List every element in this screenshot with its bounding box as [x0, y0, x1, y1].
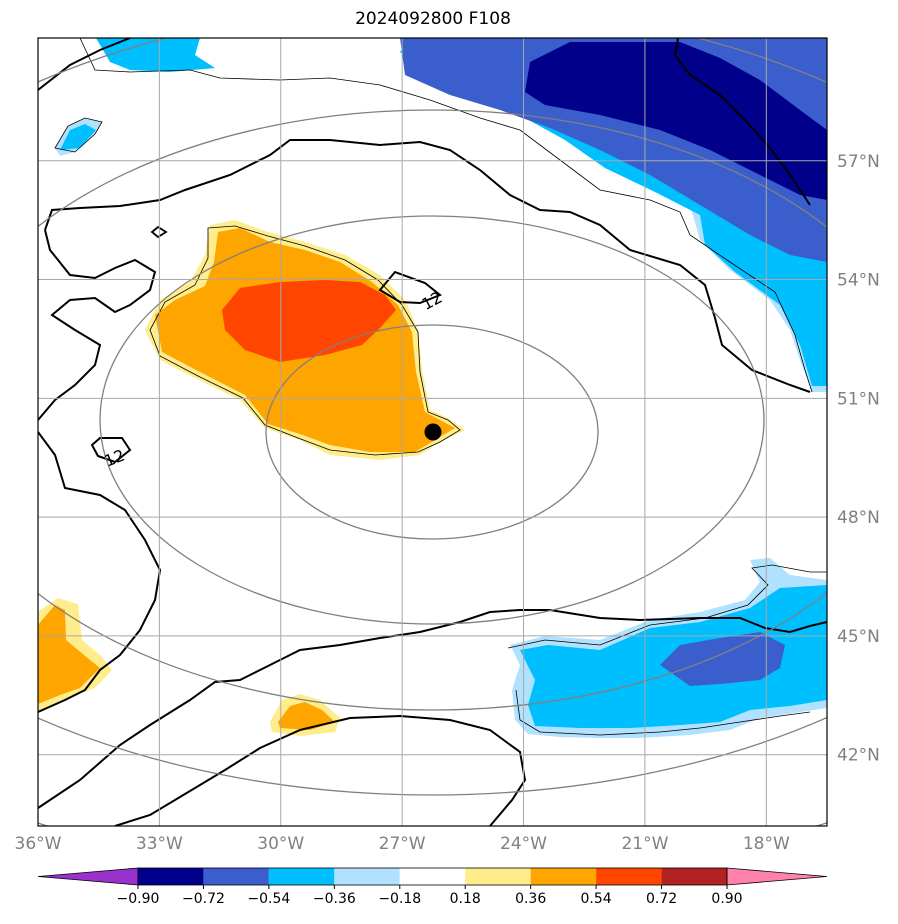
- colorbar-label-6: 0.36: [515, 891, 546, 907]
- y-tick-label-2: 51°N: [837, 389, 880, 409]
- range-ring-3: [38, 109, 827, 711]
- colorbar-label-1: −0.72: [182, 891, 225, 907]
- storm-center-marker: [424, 423, 442, 441]
- y-tick-label-4: 45°N: [837, 627, 880, 647]
- range-ring-inner: [265, 324, 599, 540]
- colorbar-swatch-6: [530, 868, 597, 885]
- x-tick-label-1: 33°W: [136, 834, 183, 854]
- colorbar-swatch-2: [268, 868, 335, 885]
- y-tick-label-0: 57°N: [837, 152, 880, 172]
- colorbar-swatch-4: [399, 868, 466, 885]
- x-tick-label-3: 27°W: [379, 834, 426, 854]
- colorbar-label-5: 0.18: [450, 891, 481, 907]
- colorbar-label-3: −0.36: [313, 891, 356, 907]
- neg-field-topleft-patch: [96, 38, 215, 72]
- colorbar-swatch-3: [334, 868, 400, 885]
- x-tick-label-4: 24°W: [500, 834, 547, 854]
- anomaly-outline-se: [507, 564, 827, 649]
- y-axis-ticks: 57°N 54°N 51°N 48°N 45°N 42°N: [837, 152, 880, 766]
- graticule: [38, 38, 827, 826]
- neg-field-small-patch-inner: [60, 124, 96, 150]
- x-tick-label-0: 36°W: [15, 834, 62, 854]
- x-tick-label-6: 18°W: [743, 834, 790, 854]
- x-tick-label-5: 21°W: [621, 834, 668, 854]
- contour-12-loop-b: [90, 437, 132, 464]
- colorbar-swatch-5: [465, 868, 531, 885]
- contour-north-arc: [38, 38, 131, 91]
- y-tick-label-3: 48°N: [837, 508, 880, 528]
- contour-south-long: [38, 609, 827, 809]
- chart-title: 2024092800 F108: [355, 9, 511, 29]
- colorbar-outline: [137, 867, 728, 886]
- contour-west-loop: [38, 229, 157, 421]
- colorbar-extend-low: [37, 867, 139, 886]
- map-frame: [37, 37, 828, 827]
- colorbar-label-0: −0.90: [117, 891, 160, 907]
- range-ring-2: [99, 215, 765, 625]
- x-tick-label-2: 30°W: [257, 834, 304, 854]
- y-tick-label-1: 54°N: [837, 271, 880, 291]
- colorbar-swatch-1: [203, 868, 269, 885]
- pos-field-west-orange: [38, 605, 100, 704]
- colorbar-label-2: −0.54: [247, 891, 290, 907]
- colorbar-swatch-0: [138, 868, 204, 885]
- colorbar-label-8: 0.72: [646, 891, 677, 907]
- anomaly-outline-central: [149, 225, 461, 456]
- anomaly-outline-top: [79, 38, 813, 393]
- range-rings: [38, 38, 827, 826]
- anomaly-outline-patch: [54, 117, 103, 153]
- contour-label-12-b: 12: [102, 446, 128, 471]
- neg-field-se-royal: [660, 632, 785, 686]
- contour-tiny-diamond: [150, 225, 168, 239]
- contour-12-loop-a: [378, 270, 442, 305]
- colorbar-extend-high: [726, 867, 828, 886]
- contour-ne: [673, 38, 811, 206]
- colorbar-swatch-7: [596, 868, 662, 885]
- contour-southwest: [38, 431, 162, 713]
- colorbar-label-7: 0.54: [581, 891, 612, 907]
- range-ring-4: [38, 38, 827, 796]
- colorbar-swatch-8: [661, 868, 727, 885]
- colorbar-label-4: −0.18: [378, 891, 421, 907]
- pos-field-central-red: [222, 280, 396, 362]
- colorbar: −0.90 −0.72 −0.54 −0.36 −0.18 0.18 0.36 0.54 0.7…: [37, 867, 828, 907]
- y-tick-label-5: 42°N: [837, 746, 880, 766]
- x-axis-ticks: 36°W 33°W 30°W 27°W 24°W 21°W 18°W: [15, 834, 790, 854]
- pos-field-south-orange: [278, 702, 335, 730]
- colorbar-label-9: 0.90: [711, 891, 742, 907]
